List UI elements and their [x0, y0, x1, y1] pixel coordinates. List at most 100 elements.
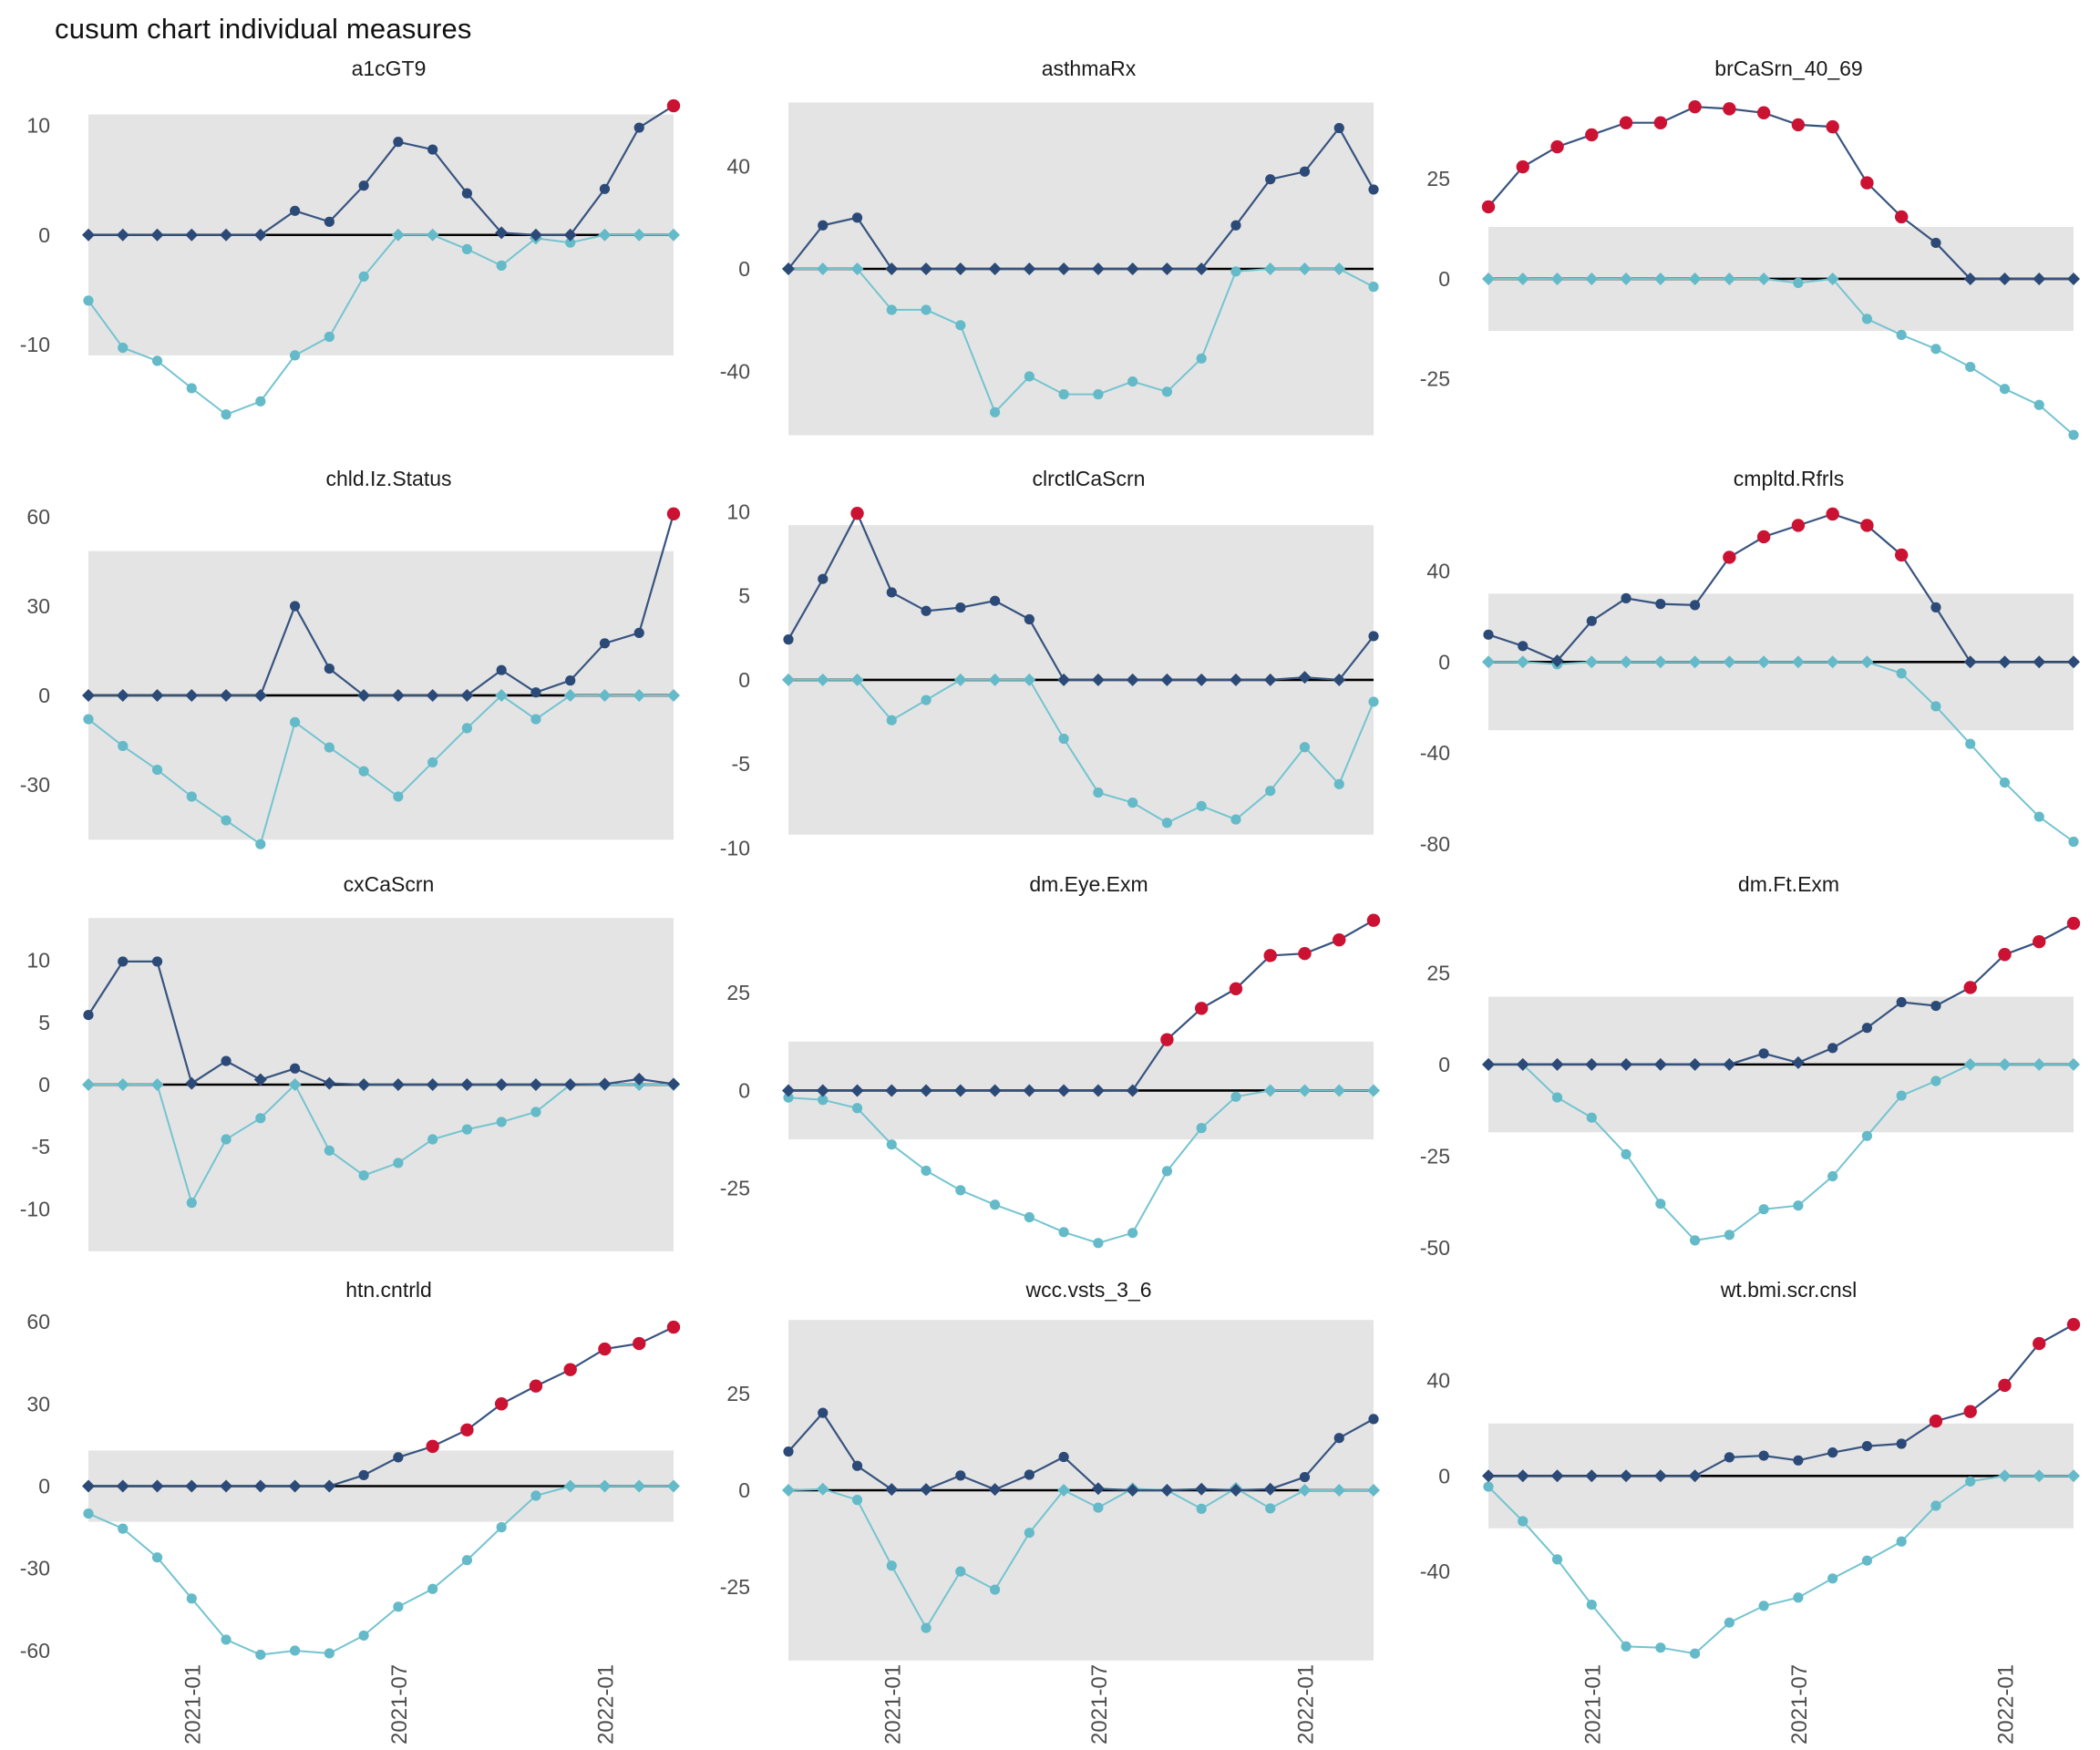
lower-cusum-point	[496, 1522, 507, 1533]
lower-cusum-point	[324, 1145, 335, 1156]
lower-cusum-point	[921, 1622, 932, 1633]
lower-cusum-point	[1161, 386, 1173, 397]
lower-cusum-point	[2068, 836, 2079, 848]
lower-cusum-point	[921, 304, 932, 315]
lower-cusum-point	[563, 688, 577, 702]
panel-plot: 10 5 0 -5 -10	[20, 918, 680, 1251]
signal-point	[666, 1320, 681, 1334]
upper-cusum-point	[289, 1063, 301, 1074]
upper-cusum-point	[953, 262, 967, 275]
upper-cusum-point	[1585, 1469, 1599, 1483]
lower-cusum-point	[2067, 1469, 2080, 1483]
upper-cusum-point	[1263, 1482, 1277, 1496]
y-tick-label: 0	[1438, 1464, 1450, 1488]
y-tick-label: -40	[720, 359, 750, 383]
upper-cusum-point	[1482, 1057, 1495, 1071]
upper-cusum-point	[324, 216, 335, 227]
upper-cusum-point	[289, 205, 301, 216]
lower-cusum-point	[851, 1103, 863, 1114]
lower-cusum-point	[289, 1645, 301, 1656]
lower-cusum-point	[461, 1124, 473, 1135]
signal-point	[2066, 916, 2081, 931]
x-tick-label: 2021-07	[1087, 1664, 1112, 1745]
upper-cusum-point	[324, 663, 335, 674]
lower-cusum-point	[288, 1078, 302, 1091]
upper-cusum-point	[358, 180, 369, 191]
lower-cusum-point	[818, 1095, 829, 1106]
lower-cusum-point	[1861, 1555, 1873, 1566]
y-tick-label: 5	[738, 584, 750, 608]
cusum-panel-brCaSrn: brCaSrn_40_69 25 0 -25	[1400, 47, 2100, 458]
lower-cusum-point	[426, 228, 439, 242]
signal-point	[1550, 139, 1564, 154]
lower-cusum-point	[1827, 1170, 1838, 1182]
lower-cusum-point	[1585, 655, 1599, 669]
upper-cusum-point	[253, 1479, 267, 1493]
upper-cusum-point	[1963, 655, 1977, 669]
lower-cusum-point	[1930, 701, 1941, 712]
signal-point	[1333, 932, 1346, 947]
lower-cusum-point	[2033, 811, 2044, 822]
upper-cusum-point	[782, 1084, 795, 1097]
panel-title: a1cGT9	[351, 57, 427, 80]
lower-cusum-point	[1723, 655, 1736, 669]
signal-point	[426, 1439, 439, 1454]
lower-cusum-point	[1724, 1230, 1735, 1240]
lower-cusum-point	[1058, 389, 1069, 400]
upper-cusum-point	[818, 1407, 829, 1418]
lower-cusum-point	[1826, 655, 1839, 669]
y-tick-label: -10	[20, 1197, 50, 1220]
upper-cusum-point	[1586, 615, 1597, 626]
upper-cusum-point	[1126, 1484, 1139, 1497]
signal-point	[1826, 119, 1839, 134]
lower-cusum-point	[1298, 1484, 1312, 1497]
lower-cusum-point	[1161, 1166, 1173, 1177]
signal-point	[2033, 1336, 2046, 1351]
y-tick-label: 25	[1426, 961, 1450, 984]
upper-cusum-point	[783, 634, 794, 645]
lower-cusum-point	[255, 839, 266, 849]
y-tick-label: 40	[1426, 1369, 1450, 1393]
lower-cusum-point	[782, 673, 795, 686]
lower-cusum-point	[1965, 1476, 1976, 1487]
upper-cusum-point	[1896, 1438, 1907, 1449]
lower-cusum-point	[816, 262, 829, 275]
lower-cusum-point	[1655, 1199, 1666, 1210]
upper-cusum-point	[1758, 1450, 1769, 1461]
y-tick-label: 10	[26, 949, 50, 973]
signal-point	[1723, 102, 1736, 116]
lower-cusum-point	[783, 1092, 794, 1103]
lower-cusum-point	[461, 1555, 473, 1566]
upper-cusum-point	[1057, 673, 1071, 686]
cusum-panel-wt-bmi-scr-cnsl: wt.bmi.scr.cnsl 40 0 -40 2021-01 2021-07 2022…	[1400, 1269, 2100, 1750]
lower-cusum-point	[150, 1078, 164, 1091]
signal-point	[1826, 507, 1839, 521]
signal-point	[1756, 106, 1771, 119]
signal-point	[850, 507, 864, 520]
upper-cusum-point	[1689, 600, 1701, 611]
lower-cusum-line	[88, 233, 674, 416]
y-tick-label: 0	[38, 1073, 50, 1096]
y-tick-label: 0	[1438, 650, 1450, 674]
lower-cusum-point	[1861, 1130, 1873, 1141]
lower-cusum-point	[989, 407, 1001, 417]
upper-cusum-point	[118, 956, 129, 967]
upper-cusum-point	[1091, 1482, 1105, 1496]
lower-cusum-point	[598, 228, 612, 242]
lower-cusum-point	[1196, 1123, 1207, 1134]
upper-cusum-point	[1688, 1057, 1702, 1071]
cusum-panel-a1cGT9: a1cGT9 10 0 -10	[0, 47, 700, 458]
lower-cusum-point	[116, 1078, 129, 1091]
lower-cusum-point	[83, 714, 94, 725]
lower-cusum-point	[118, 1523, 129, 1534]
y-tick-label: 0	[738, 1078, 750, 1102]
signal-point	[494, 1397, 509, 1411]
signal-point	[1860, 176, 1874, 190]
lower-cusum-point	[1127, 1228, 1138, 1239]
lower-cusum-point	[255, 396, 266, 407]
y-tick-label: -10	[720, 836, 750, 860]
lower-cusum-point	[1367, 1484, 1380, 1497]
upper-cusum-point	[461, 188, 473, 199]
lower-cusum-point	[1757, 272, 1771, 285]
lower-cusum-point	[782, 1484, 795, 1497]
